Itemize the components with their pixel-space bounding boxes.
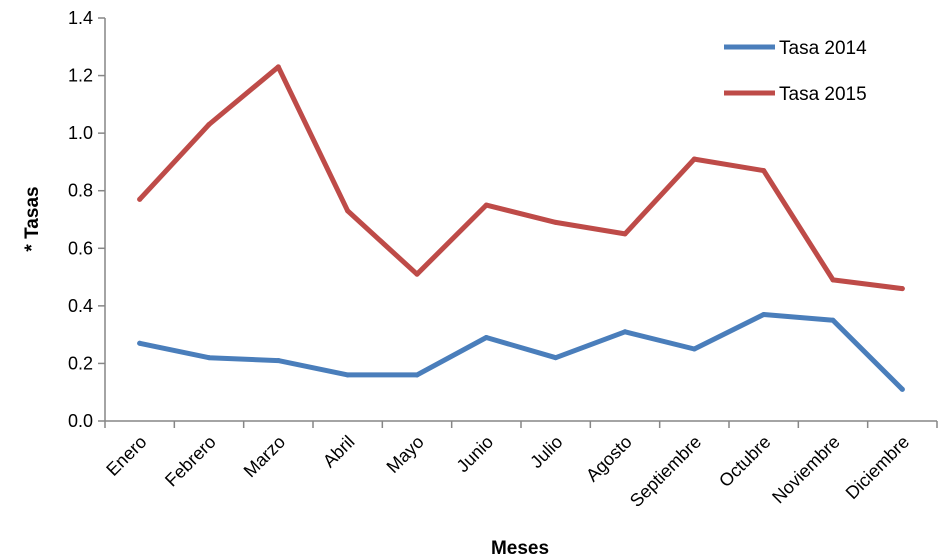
data-point bbox=[206, 122, 212, 128]
x-tick-label: Abril bbox=[319, 432, 359, 472]
x-tick-label: Septiembre bbox=[626, 432, 705, 511]
data-point bbox=[414, 372, 420, 378]
y-tick-label: 0.4 bbox=[68, 296, 93, 316]
data-point bbox=[275, 358, 281, 364]
series-line-2 bbox=[137, 64, 905, 292]
y-tick-label: 1.2 bbox=[68, 66, 93, 86]
data-point bbox=[761, 311, 767, 317]
data-point bbox=[691, 346, 697, 352]
x-tick-label: Marzo bbox=[240, 432, 290, 482]
x-tick-label: Mayo bbox=[383, 432, 428, 477]
y-tick-label: 1.4 bbox=[68, 8, 93, 28]
data-point bbox=[830, 317, 836, 323]
data-point bbox=[691, 156, 697, 162]
data-point bbox=[553, 355, 559, 361]
x-tick-label: Noviembre bbox=[768, 432, 844, 508]
y-tick-label: 0.8 bbox=[68, 181, 93, 201]
data-point bbox=[137, 196, 143, 202]
data-point bbox=[761, 168, 767, 174]
y-tick-label: 0.6 bbox=[68, 238, 93, 258]
x-tick-label: Diciembre bbox=[842, 432, 913, 503]
series-line-1 bbox=[137, 312, 905, 392]
data-point bbox=[483, 335, 489, 341]
x-tick-label: Julio bbox=[526, 432, 566, 472]
data-point bbox=[622, 231, 628, 237]
y-tick-label: 0.0 bbox=[68, 411, 93, 431]
series-layer bbox=[137, 64, 905, 392]
legend-label-1: Tasa 2014 bbox=[779, 38, 867, 59]
data-point bbox=[899, 386, 905, 392]
data-point bbox=[345, 208, 351, 214]
y-tick-label: 1.0 bbox=[68, 123, 93, 143]
data-point bbox=[345, 372, 351, 378]
data-point bbox=[414, 271, 420, 277]
legend-label-2: Tasa 2015 bbox=[779, 84, 867, 105]
data-point bbox=[830, 277, 836, 283]
y-tick-label: 0.2 bbox=[68, 353, 93, 373]
x-tick-label: Agosto bbox=[582, 432, 636, 486]
data-point bbox=[553, 219, 559, 225]
data-point bbox=[622, 329, 628, 335]
data-point bbox=[899, 286, 905, 292]
x-axis-title: Meses bbox=[491, 538, 549, 559]
data-point bbox=[206, 355, 212, 361]
legend: Tasa 2014 Tasa 2015 bbox=[724, 38, 867, 105]
data-point bbox=[137, 340, 143, 346]
data-point bbox=[483, 202, 489, 208]
x-tick-label: Octubre bbox=[715, 432, 774, 491]
x-tick-label: Junio bbox=[453, 432, 498, 477]
y-axis-title: * Tasas bbox=[22, 186, 43, 251]
x-tick-label: Enero bbox=[102, 432, 150, 480]
x-tick-label: Febrero bbox=[161, 432, 220, 491]
data-point bbox=[275, 64, 281, 70]
